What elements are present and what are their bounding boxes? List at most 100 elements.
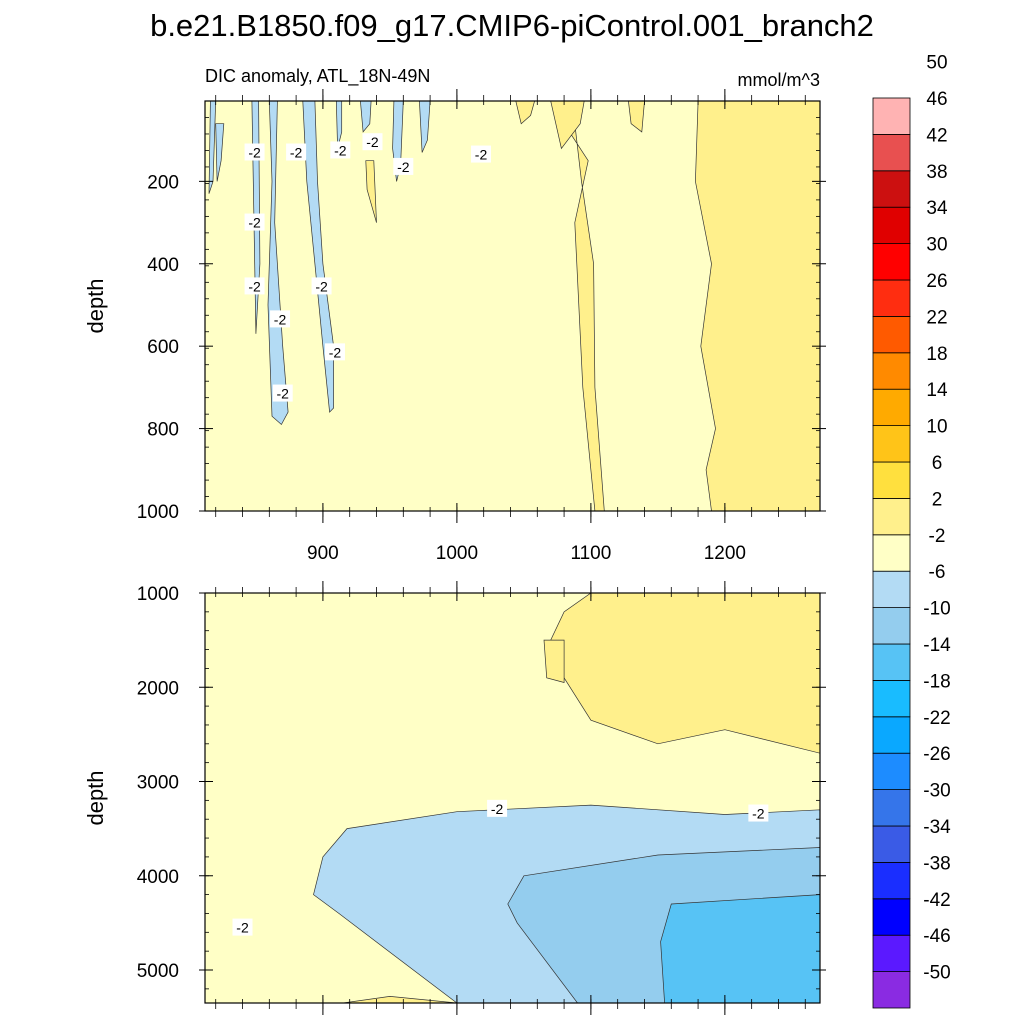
colorbar-swatch <box>872 279 911 317</box>
y-tick-label: 600 <box>147 337 179 358</box>
contour-region <box>419 101 431 153</box>
colorbar-label: 26 <box>926 271 947 292</box>
svg-text:-2: -2 <box>334 142 347 158</box>
colorbar-swatch <box>872 425 911 463</box>
y-tick-label: 400 <box>147 255 179 276</box>
svg-text:-2: -2 <box>315 278 328 294</box>
contour-label: -2 <box>393 157 414 175</box>
svg-text:-2: -2 <box>248 215 261 231</box>
colorbar-swatch <box>872 643 911 681</box>
svg-text:-2: -2 <box>397 159 410 175</box>
colorbar-label: 14 <box>926 380 948 401</box>
colorbar-swatch <box>872 534 911 572</box>
contour-region <box>302 101 334 413</box>
colorbar-label: -2 <box>929 526 946 547</box>
colorbar-label: -26 <box>923 744 950 765</box>
colorbar-swatch <box>872 315 911 354</box>
colorbar-swatch <box>872 243 911 281</box>
colorbar-swatch <box>872 97 911 135</box>
x-tick-label: 1200 <box>704 543 746 564</box>
x-tick-label: 1100 <box>570 543 611 564</box>
svg-text:-2: -2 <box>274 311 287 327</box>
x-tick-label: 1000 <box>436 543 478 564</box>
contour-region <box>215 123 225 182</box>
figure-title: b.e21.B1850.f09_g17.CMIP6-piControl.001_… <box>150 8 874 43</box>
colorbar-label: 46 <box>926 89 947 110</box>
contour-region <box>563 123 605 511</box>
contour-label: -2 <box>272 384 293 402</box>
colorbar-label: 2 <box>932 489 943 510</box>
colorbar-swatch <box>872 461 911 499</box>
colorbar-swatch <box>872 752 911 791</box>
contour-region <box>550 593 820 754</box>
y-tick-label: 200 <box>147 172 179 193</box>
colorbar-label: -50 <box>923 963 950 984</box>
contour-region <box>550 101 585 150</box>
contour-region <box>342 996 457 1003</box>
colorbar-label: -42 <box>923 890 950 911</box>
svg-text:-2: -2 <box>752 806 765 822</box>
colorbar-swatch <box>872 971 911 1009</box>
colorbar-swatch <box>872 825 911 863</box>
colorbar-swatch <box>872 570 911 609</box>
contour-region <box>628 101 645 133</box>
contour-label: -2 <box>487 799 508 817</box>
svg-text:-2: -2 <box>491 801 504 817</box>
contour-region <box>360 101 372 133</box>
y-axis: 200 400 600 800 1000 <box>137 100 826 523</box>
contour-region <box>205 101 820 511</box>
y-axis-label: depth <box>83 770 108 825</box>
colorbar-swatch <box>872 497 911 536</box>
svg-text:-2: -2 <box>248 278 261 294</box>
colorbar-label: 10 <box>926 417 947 438</box>
y-tick-label: 3000 <box>137 773 179 794</box>
colorbar-label: -22 <box>923 708 950 729</box>
colorbar-label: 22 <box>926 307 947 328</box>
units-label: mmol/m^3 <box>738 70 820 90</box>
svg-text:-2: -2 <box>366 134 379 150</box>
x-tick-label: 900 <box>307 543 339 564</box>
contour-label: -2 <box>286 143 307 161</box>
y-tick-label: 4000 <box>137 867 179 888</box>
contour-label: -2 <box>471 145 492 163</box>
contour-fills <box>205 593 820 1003</box>
colorbar-label: -46 <box>923 926 950 947</box>
colorbar-swatch <box>872 789 911 827</box>
colorbar-swatch <box>872 133 911 172</box>
colorbar-label: 6 <box>932 453 943 474</box>
y-axis: 1000 2000 3000 4000 5000 <box>137 584 826 990</box>
colorbar-label: 38 <box>926 162 947 183</box>
colorbar-swatch <box>872 352 911 390</box>
colorbar-label: 34 <box>926 198 948 219</box>
colorbar-label: -10 <box>923 599 950 620</box>
contour-label: -2 <box>270 310 291 328</box>
svg-text:-2: -2 <box>276 386 289 402</box>
svg-text:-2: -2 <box>329 344 342 360</box>
contour-label: -2 <box>311 277 332 295</box>
colorbar-label: 42 <box>926 125 947 146</box>
colorbar-swatch <box>872 607 911 645</box>
colorbar-swatch <box>872 388 911 427</box>
colorbar-swatch <box>872 206 911 244</box>
contour-label: -2 <box>748 804 769 822</box>
contour-region <box>335 101 343 149</box>
colorbar-label: -14 <box>923 635 951 656</box>
colorbar-swatch <box>872 680 911 718</box>
colorbar-label: -34 <box>923 817 951 838</box>
y-tick-label: 1000 <box>137 502 179 523</box>
y-tick-label: 800 <box>147 420 179 441</box>
contour-region <box>660 894 820 1003</box>
panel-deep-ocean: -2 -2 -2 1000 2000 3000 4000 5000 depth <box>83 581 826 1015</box>
contour-region <box>695 101 820 511</box>
colorbar-swatch <box>872 862 911 900</box>
y-tick-label: 1000 <box>137 584 179 605</box>
colorbar-swatch <box>872 716 911 754</box>
panel-frame <box>204 592 821 1004</box>
colorbar-label: 30 <box>926 235 947 256</box>
contour-region <box>515 101 535 125</box>
svg-text:-2: -2 <box>290 145 303 161</box>
contour-label: -2 <box>244 277 265 295</box>
colorbar-swatch <box>872 898 911 936</box>
panel-frame <box>204 100 821 512</box>
